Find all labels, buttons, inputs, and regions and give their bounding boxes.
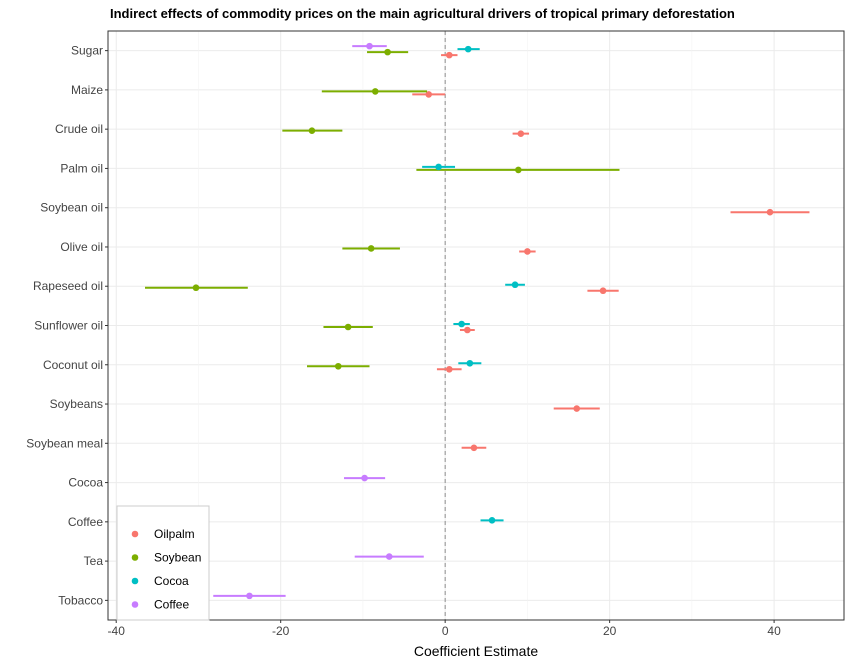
y-tick-label: Soybean oil <box>40 201 103 215</box>
point-cocoa-coconut-oil <box>466 359 474 367</box>
x-axis-title: Coefficient Estimate <box>414 643 538 659</box>
point-coffee-sugar <box>366 42 373 50</box>
x-tick-label: 0 <box>442 624 449 638</box>
y-tick-label: Coffee <box>68 515 103 529</box>
legend-label-soybean: Soybean <box>154 551 201 565</box>
point-soybean-maize <box>371 88 379 95</box>
y-tick-label: Soybeans <box>50 397 103 411</box>
point-coffee-tea <box>385 553 393 560</box>
point-oilpalm-soybean-oil <box>766 208 774 216</box>
point-oilpalm-sugar <box>445 51 453 59</box>
point-cocoa-coffee <box>488 517 496 524</box>
x-tick-label: -40 <box>108 624 126 638</box>
legend-key-coffee <box>131 601 139 608</box>
point-soybean-coconut-oil <box>334 362 342 370</box>
point-oilpalm-soybeans <box>573 405 581 412</box>
legend-label-cocoa: Cocoa <box>154 574 189 588</box>
point-cocoa-sunflower-oil <box>458 320 465 328</box>
chart-title: Indirect effects of commodity prices on … <box>110 6 735 21</box>
legend-key-oilpalm <box>131 530 139 538</box>
point-coffee-cocoa <box>361 474 368 482</box>
point-soybean-sunflower-oil <box>344 323 352 331</box>
x-tick-label: -20 <box>272 624 290 638</box>
y-tick-label: Coconut oil <box>43 358 103 372</box>
legend-label-oilpalm: Oilpalm <box>154 527 195 541</box>
point-cocoa-sugar <box>464 45 472 53</box>
legend-label-coffee: Coffee <box>154 598 189 612</box>
y-tick-label: Sugar <box>71 44 103 58</box>
point-oilpalm-soybean-meal <box>470 444 478 452</box>
point-coffee-tobacco <box>246 592 253 600</box>
point-soybean-sugar <box>384 48 391 56</box>
y-tick-label: Maize <box>71 83 103 97</box>
y-tick-label: Olive oil <box>60 240 103 254</box>
point-oilpalm-sunflower-oil <box>464 326 471 334</box>
y-tick-label: Tobacco <box>58 593 103 607</box>
y-tick-label: Cocoa <box>68 476 103 490</box>
point-oilpalm-rapeseed-oil <box>599 287 607 295</box>
point-oilpalm-olive-oil <box>524 248 531 255</box>
x-axis: -40 -20 0 20 40 <box>108 620 781 638</box>
x-tick-label: 40 <box>767 624 781 638</box>
y-tick-label: Crude oil <box>55 122 103 136</box>
legend-key-soybean <box>131 554 139 561</box>
y-tick-label: Sunflower oil <box>34 319 103 333</box>
point-oilpalm-maize <box>425 91 433 98</box>
y-tick-label: Palm oil <box>60 161 103 175</box>
point-oilpalm-coconut-oil <box>445 365 453 373</box>
point-oilpalm-crude-oil <box>517 130 525 137</box>
point-soybean-olive-oil <box>367 245 375 252</box>
point-soybean-rapeseed-oil <box>192 284 200 292</box>
y-tick-label: Soybean meal <box>26 436 103 450</box>
legend: Oilpalm Soybean Cocoa Coffee <box>116 505 210 621</box>
x-tick-label: 20 <box>603 624 617 638</box>
grid-lines <box>108 31 844 620</box>
point-cocoa-palm-oil <box>435 163 442 171</box>
legend-key-cocoa <box>131 577 139 585</box>
point-soybean-palm-oil <box>515 166 522 174</box>
y-tick-label: Rapeseed oil <box>33 279 103 293</box>
y-tick-label: Tea <box>84 554 104 568</box>
data-marks <box>145 42 810 600</box>
point-soybean-crude-oil <box>308 127 316 134</box>
legend-box <box>116 505 210 621</box>
y-axis: Sugar Maize Crude oil Palm oil Soybean oil Ol… <box>26 44 108 607</box>
point-cocoa-rapeseed-oil <box>511 281 519 289</box>
